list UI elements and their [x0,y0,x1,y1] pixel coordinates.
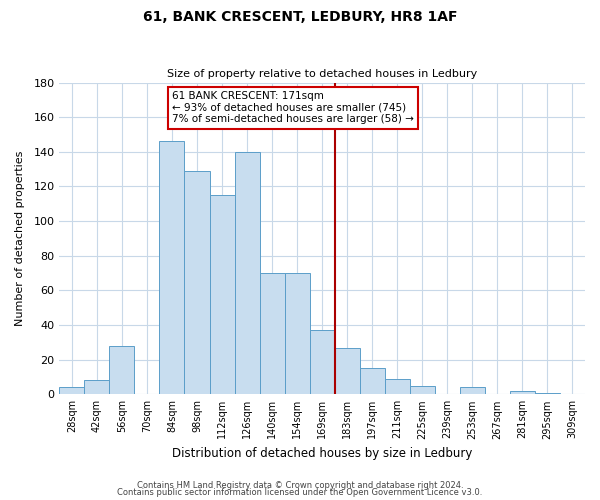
Bar [335,348,360,395]
Y-axis label: Number of detached properties: Number of detached properties [15,150,25,326]
Bar [260,273,284,394]
Bar [85,380,109,394]
Bar [385,378,410,394]
Bar [510,391,535,394]
Bar [160,142,184,394]
Bar [235,152,260,394]
Text: 61, BANK CRESCENT, LEDBURY, HR8 1AF: 61, BANK CRESCENT, LEDBURY, HR8 1AF [143,10,457,24]
Bar [209,195,235,394]
Text: Contains public sector information licensed under the Open Government Licence v3: Contains public sector information licen… [118,488,482,497]
Title: Size of property relative to detached houses in Ledbury: Size of property relative to detached ho… [167,69,477,79]
Bar [284,273,310,394]
Text: Contains HM Land Registry data © Crown copyright and database right 2024.: Contains HM Land Registry data © Crown c… [137,480,463,490]
Bar [109,346,134,395]
Bar [460,388,485,394]
Bar [410,386,435,394]
Text: 61 BANK CRESCENT: 171sqm
← 93% of detached houses are smaller (745)
7% of semi-d: 61 BANK CRESCENT: 171sqm ← 93% of detach… [172,91,414,124]
Bar [184,171,209,394]
Bar [360,368,385,394]
Bar [535,392,560,394]
Bar [59,388,85,394]
X-axis label: Distribution of detached houses by size in Ledbury: Distribution of detached houses by size … [172,447,472,460]
Bar [310,330,335,394]
